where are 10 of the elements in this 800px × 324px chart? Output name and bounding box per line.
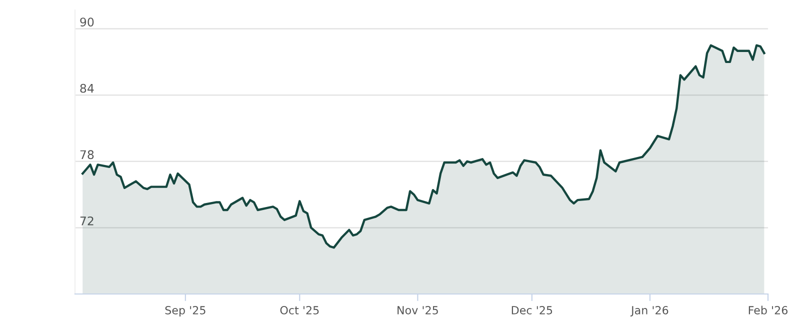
x-tick-label: Feb '26 (748, 306, 788, 314)
x-tick-label: Sep '25 (165, 306, 206, 317)
x-tick-label: Oct '25 (280, 306, 319, 314)
y-tick-label: 72 (80, 216, 94, 226)
y-tick-label: 84 (80, 84, 94, 93)
y-tick-label: 78 (80, 150, 94, 160)
x-tick-label: Dec '25 (512, 306, 552, 314)
y-tick-label: 90 (80, 18, 94, 26)
x-tick-label: Nov '25 (398, 306, 438, 314)
x-tick-label: Jan '26 (630, 306, 668, 316)
